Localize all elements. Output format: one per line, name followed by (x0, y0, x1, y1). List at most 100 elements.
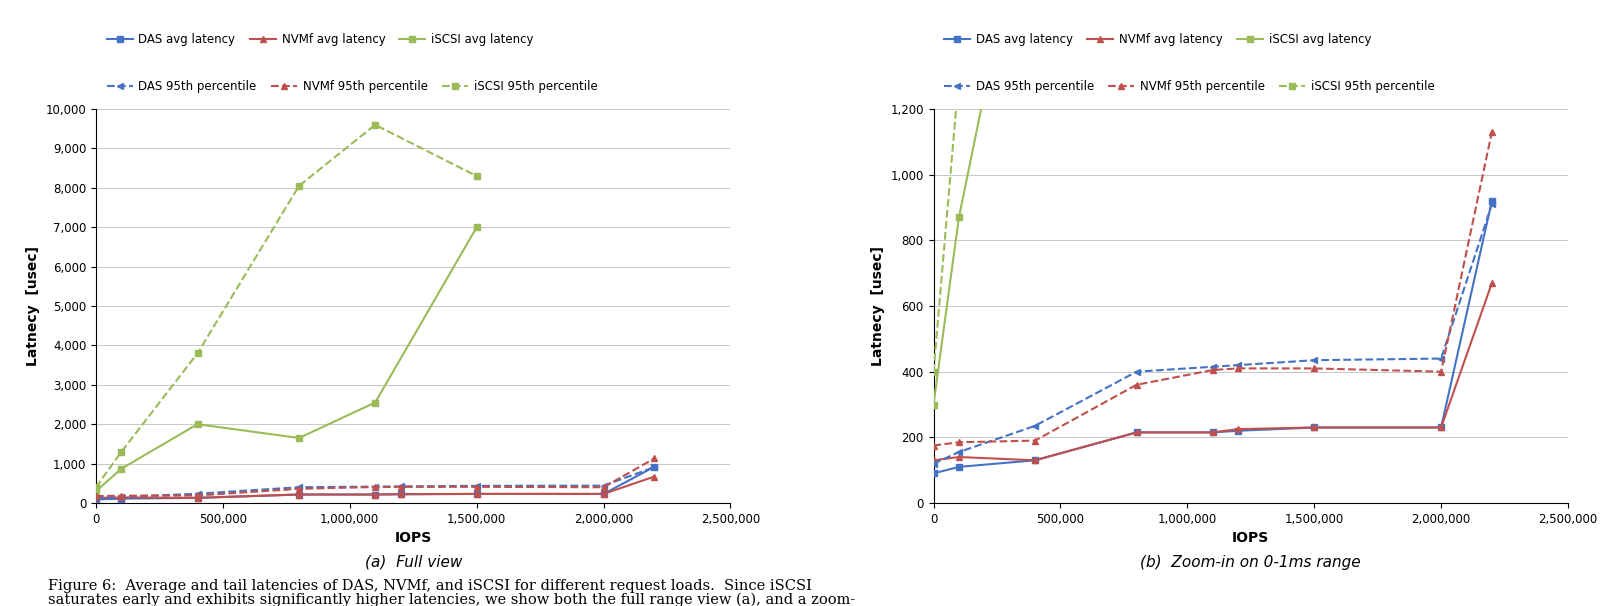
Y-axis label: Latnecy  [usec]: Latnecy [usec] (26, 246, 40, 366)
DAS avg latency (467, 490, 486, 498)
Line: NVMf avg latency: NVMf avg latency (930, 279, 1496, 464)
Text: Figure 6:  Average and tail latencies of DAS, NVMf, and iSCSI for different requ: Figure 6: Average and tail latencies of … (48, 579, 811, 593)
DAS avg latency (1304, 424, 1323, 431)
Line: NVMf avg latency: NVMf avg latency (93, 473, 658, 501)
DAS avg latency (594, 490, 613, 498)
DAS 95th percentile (923, 460, 942, 467)
NVMf 95th percentile (645, 455, 664, 462)
iSCSI 95th percentile (112, 448, 131, 456)
DAS avg latency (1126, 429, 1146, 436)
NVMf avg latency (1482, 279, 1501, 287)
NVMf avg latency (1304, 424, 1323, 431)
Line: iSCSI 95th percentile: iSCSI 95th percentile (930, 0, 1318, 375)
NVMf 95th percentile (1026, 437, 1045, 444)
NVMf avg latency (1026, 457, 1045, 464)
NVMf avg latency (1432, 424, 1451, 431)
iSCSI avg latency (187, 421, 206, 428)
DAS avg latency (1432, 424, 1451, 431)
DAS avg latency (187, 494, 206, 502)
NVMf 95th percentile (949, 439, 968, 446)
NVMf avg latency (365, 491, 384, 498)
NVMf avg latency (1203, 429, 1222, 436)
Legend: DAS 95th percentile, NVMf 95th percentile, iSCSI 95th percentile: DAS 95th percentile, NVMf 95th percentil… (939, 76, 1440, 98)
DAS 95th percentile (645, 464, 664, 471)
Legend: DAS 95th percentile, NVMf 95th percentile, iSCSI 95th percentile: DAS 95th percentile, NVMf 95th percentil… (102, 76, 602, 98)
DAS avg latency (949, 463, 968, 470)
DAS 95th percentile (594, 482, 613, 489)
NVMf avg latency (1126, 429, 1146, 436)
iSCSI 95th percentile (923, 368, 942, 375)
DAS 95th percentile (949, 448, 968, 456)
NVMf 95th percentile (1482, 128, 1501, 136)
DAS 95th percentile (86, 494, 106, 502)
NVMf avg latency (467, 490, 486, 498)
X-axis label: IOPS: IOPS (395, 531, 432, 545)
NVMf avg latency (187, 494, 206, 502)
Y-axis label: Latnecy  [usec]: Latnecy [usec] (870, 246, 885, 366)
NVMf 95th percentile (923, 442, 942, 449)
DAS 95th percentile (1304, 356, 1323, 364)
NVMf avg latency (112, 494, 131, 501)
DAS 95th percentile (1203, 363, 1222, 370)
NVMf avg latency (290, 491, 309, 498)
Text: saturates early and exhibits significantly higher latencies, we show both the fu: saturates early and exhibits significant… (48, 593, 856, 606)
DAS 95th percentile (365, 483, 384, 490)
iSCSI 95th percentile (949, 73, 968, 80)
DAS avg latency (645, 463, 664, 470)
DAS avg latency (86, 496, 106, 503)
iSCSI 95th percentile (86, 484, 106, 491)
Line: DAS avg latency: DAS avg latency (93, 463, 658, 503)
Line: DAS avg latency: DAS avg latency (930, 198, 1496, 477)
DAS avg latency (365, 491, 384, 498)
Line: DAS 95th percentile: DAS 95th percentile (93, 464, 658, 502)
iSCSI avg latency (290, 435, 309, 442)
NVMf 95th percentile (467, 483, 486, 490)
NVMf 95th percentile (290, 485, 309, 493)
DAS 95th percentile (1432, 355, 1451, 362)
DAS 95th percentile (112, 493, 131, 501)
NVMf 95th percentile (86, 493, 106, 500)
iSCSI avg latency (467, 224, 486, 231)
Line: iSCSI avg latency: iSCSI avg latency (930, 0, 1318, 408)
DAS avg latency (1026, 457, 1045, 464)
NVMf 95th percentile (1126, 381, 1146, 388)
Text: (a)  Full view: (a) Full view (365, 554, 462, 570)
iSCSI avg latency (923, 401, 942, 408)
NVMf avg latency (1229, 425, 1248, 433)
DAS 95th percentile (1482, 201, 1501, 208)
iSCSI avg latency (365, 399, 384, 406)
NVMf avg latency (594, 490, 613, 498)
DAS avg latency (923, 470, 942, 477)
iSCSI avg latency (949, 214, 968, 221)
Line: NVMf 95th percentile: NVMf 95th percentile (93, 455, 658, 499)
iSCSI avg latency (112, 465, 131, 472)
iSCSI 95th percentile (365, 121, 384, 128)
Line: DAS 95th percentile: DAS 95th percentile (930, 201, 1496, 467)
X-axis label: IOPS: IOPS (1232, 531, 1269, 545)
DAS avg latency (390, 491, 410, 498)
NVMf 95th percentile (365, 484, 384, 491)
NVMf 95th percentile (1203, 367, 1222, 374)
NVMf avg latency (390, 490, 410, 498)
DAS avg latency (1229, 427, 1248, 435)
NVMf 95th percentile (112, 492, 131, 499)
NVMf avg latency (923, 457, 942, 464)
NVMf 95th percentile (594, 484, 613, 491)
NVMf 95th percentile (1432, 368, 1451, 375)
iSCSI avg latency (86, 487, 106, 494)
DAS 95th percentile (187, 490, 206, 498)
DAS avg latency (1482, 198, 1501, 205)
iSCSI 95th percentile (187, 350, 206, 357)
NVMf avg latency (645, 473, 664, 480)
Line: iSCSI avg latency: iSCSI avg latency (93, 224, 480, 494)
Line: iSCSI 95th percentile: iSCSI 95th percentile (93, 121, 480, 491)
DAS 95th percentile (290, 484, 309, 491)
DAS 95th percentile (1126, 368, 1146, 375)
NVMf 95th percentile (187, 492, 206, 499)
NVMf 95th percentile (1229, 365, 1248, 372)
NVMf avg latency (86, 494, 106, 502)
Line: NVMf 95th percentile: NVMf 95th percentile (930, 128, 1496, 449)
DAS avg latency (112, 495, 131, 502)
NVMf avg latency (949, 453, 968, 461)
NVMf 95th percentile (1304, 365, 1323, 372)
